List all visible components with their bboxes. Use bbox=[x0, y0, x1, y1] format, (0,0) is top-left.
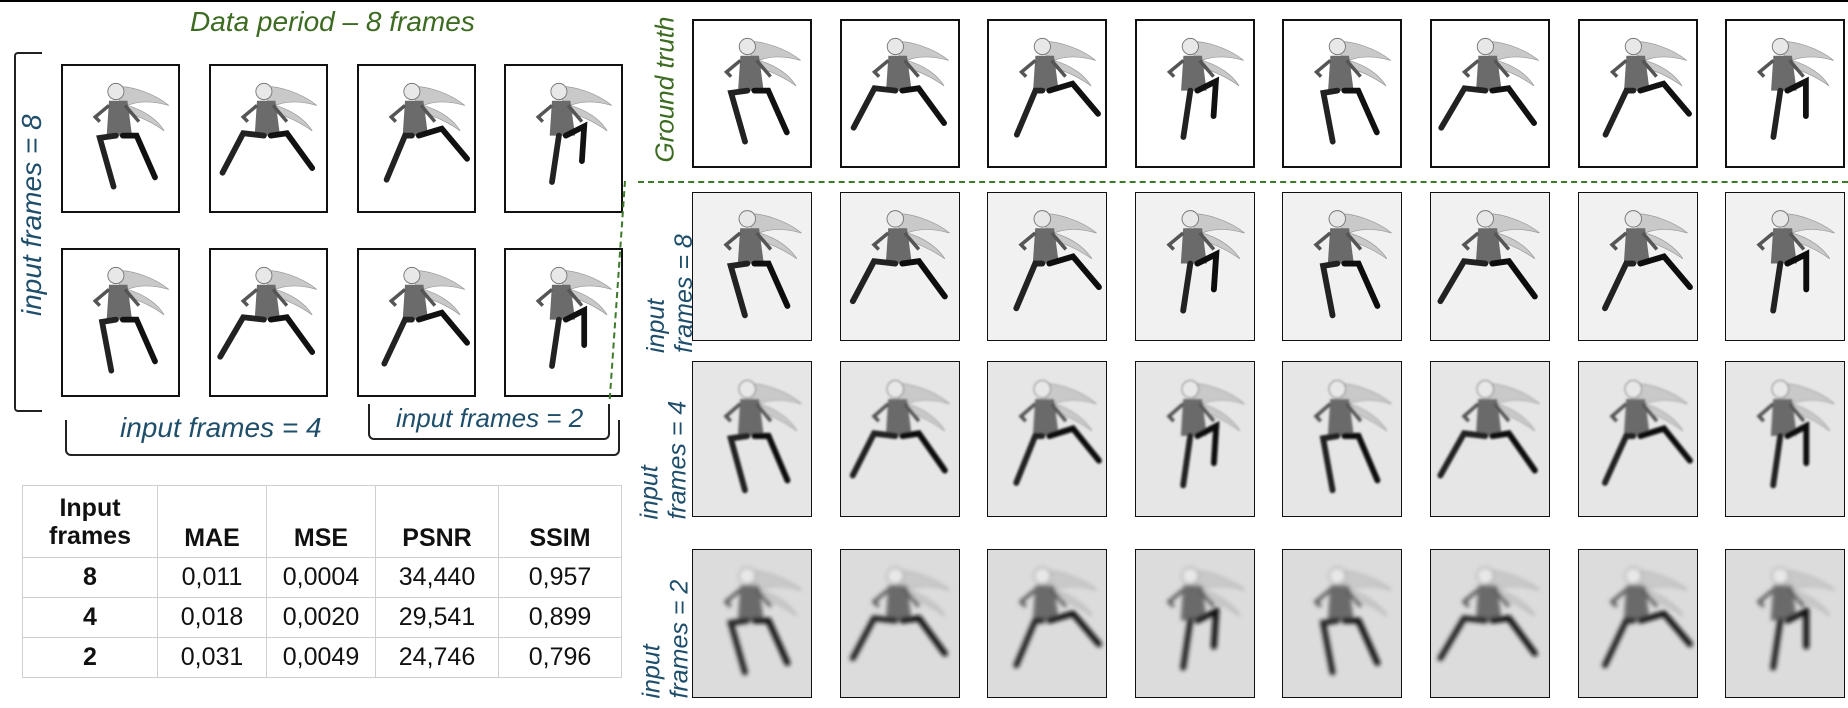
input-frame bbox=[357, 248, 476, 397]
input-frame bbox=[209, 64, 328, 213]
data-period-title: Data period – 8 frames bbox=[190, 6, 475, 37]
pred-4-frame bbox=[692, 361, 812, 517]
pred-2-frame bbox=[1725, 549, 1845, 698]
pred-8-frame bbox=[840, 192, 960, 341]
ground-truth-frame bbox=[840, 19, 960, 168]
ground-truth-frame bbox=[1725, 19, 1845, 168]
ground-truth-label: Ground truth bbox=[649, 16, 680, 163]
top-border-line bbox=[0, 0, 1848, 2]
metrics-table: Input frames MAE MSE PSNR SSIM 8 0,011 0… bbox=[22, 485, 622, 678]
row-label-2-text: input frames = 2 bbox=[637, 579, 694, 699]
cell-mse: 0,0020 bbox=[266, 597, 376, 638]
pred-4-frame bbox=[1430, 361, 1550, 517]
pred-2-frame bbox=[1282, 549, 1402, 698]
input-frame bbox=[61, 64, 180, 213]
row-label-2: input frames = 2 bbox=[638, 544, 698, 699]
cell-frames: 8 bbox=[22, 557, 158, 598]
cell-frames: 4 bbox=[22, 597, 158, 638]
ground-truth-frame bbox=[1430, 19, 1550, 168]
pred-2-frame bbox=[987, 549, 1107, 698]
left-bracket bbox=[14, 52, 42, 412]
input-frame bbox=[504, 64, 623, 213]
cell-ssim: 0,796 bbox=[498, 637, 622, 678]
input-frames-2-label: input frames = 2 bbox=[392, 403, 588, 434]
dashed-separator-horizontal bbox=[638, 181, 1848, 183]
pred-2-frame bbox=[692, 549, 812, 698]
input-frame bbox=[61, 248, 180, 397]
header-input-frames: Input frames bbox=[22, 485, 158, 558]
ground-truth-frame bbox=[1282, 19, 1402, 168]
pred-8-frame bbox=[1282, 192, 1402, 341]
input-frames-8-label: input frames = 8 bbox=[16, 114, 47, 316]
row-label-8-text: input frames = 8 bbox=[642, 234, 698, 353]
input-frame bbox=[209, 248, 328, 397]
pred-2-frame bbox=[1430, 549, 1550, 698]
row-label-4: input frames = 4 bbox=[636, 365, 696, 520]
cell-mse: 0,0004 bbox=[266, 557, 376, 598]
table-row: 2 0,031 0,0049 24,746 0,796 bbox=[22, 637, 622, 678]
ground-truth-frame bbox=[1578, 19, 1698, 168]
cell-mae: 0,031 bbox=[157, 637, 267, 678]
pred-8-frame bbox=[1578, 192, 1698, 341]
input-frames-4-label: input frames = 4 bbox=[120, 412, 322, 443]
cell-ssim: 0,957 bbox=[498, 557, 622, 598]
pred-4-frame bbox=[1135, 361, 1255, 517]
pred-8-frame bbox=[1725, 192, 1845, 341]
pred-4-frame bbox=[1725, 361, 1845, 517]
header-mse: MSE bbox=[266, 485, 376, 558]
input-frame bbox=[504, 248, 623, 397]
bracket-input-4 bbox=[65, 420, 620, 456]
cell-mae: 0,018 bbox=[157, 597, 267, 638]
header-ssim: SSIM bbox=[498, 485, 622, 558]
input-frame bbox=[357, 64, 476, 213]
cell-psnr: 29,541 bbox=[375, 597, 499, 638]
bracket-input-2 bbox=[368, 404, 610, 440]
cell-ssim: 0,899 bbox=[498, 597, 622, 638]
cell-mse: 0,0049 bbox=[266, 637, 376, 678]
cell-mae: 0,011 bbox=[157, 557, 267, 598]
pred-2-frame bbox=[1135, 549, 1255, 698]
cell-frames: 2 bbox=[22, 637, 158, 678]
row-label-4-text: input frames = 4 bbox=[635, 400, 692, 520]
table-row: 4 0,018 0,0020 29,541 0,899 bbox=[22, 597, 622, 638]
cell-psnr: 34,440 bbox=[375, 557, 499, 598]
pred-8-frame bbox=[1430, 192, 1550, 341]
pred-4-frame bbox=[1282, 361, 1402, 517]
pred-2-frame bbox=[840, 549, 960, 698]
header-psnr: PSNR bbox=[375, 485, 499, 558]
pred-8-frame bbox=[1135, 192, 1255, 341]
pred-4-frame bbox=[1578, 361, 1698, 517]
pred-8-frame bbox=[692, 192, 812, 341]
pred-4-frame bbox=[987, 361, 1107, 517]
ground-truth-frame bbox=[987, 19, 1107, 168]
table-row: 8 0,011 0,0004 34,440 0,957 bbox=[22, 557, 622, 598]
pred-2-frame bbox=[1578, 549, 1698, 698]
header-mae: MAE bbox=[157, 485, 267, 558]
ground-truth-frame bbox=[692, 19, 812, 168]
cell-psnr: 24,746 bbox=[375, 637, 499, 678]
pred-8-frame bbox=[987, 192, 1107, 341]
pred-4-frame bbox=[840, 361, 960, 517]
ground-truth-frame bbox=[1135, 19, 1255, 168]
